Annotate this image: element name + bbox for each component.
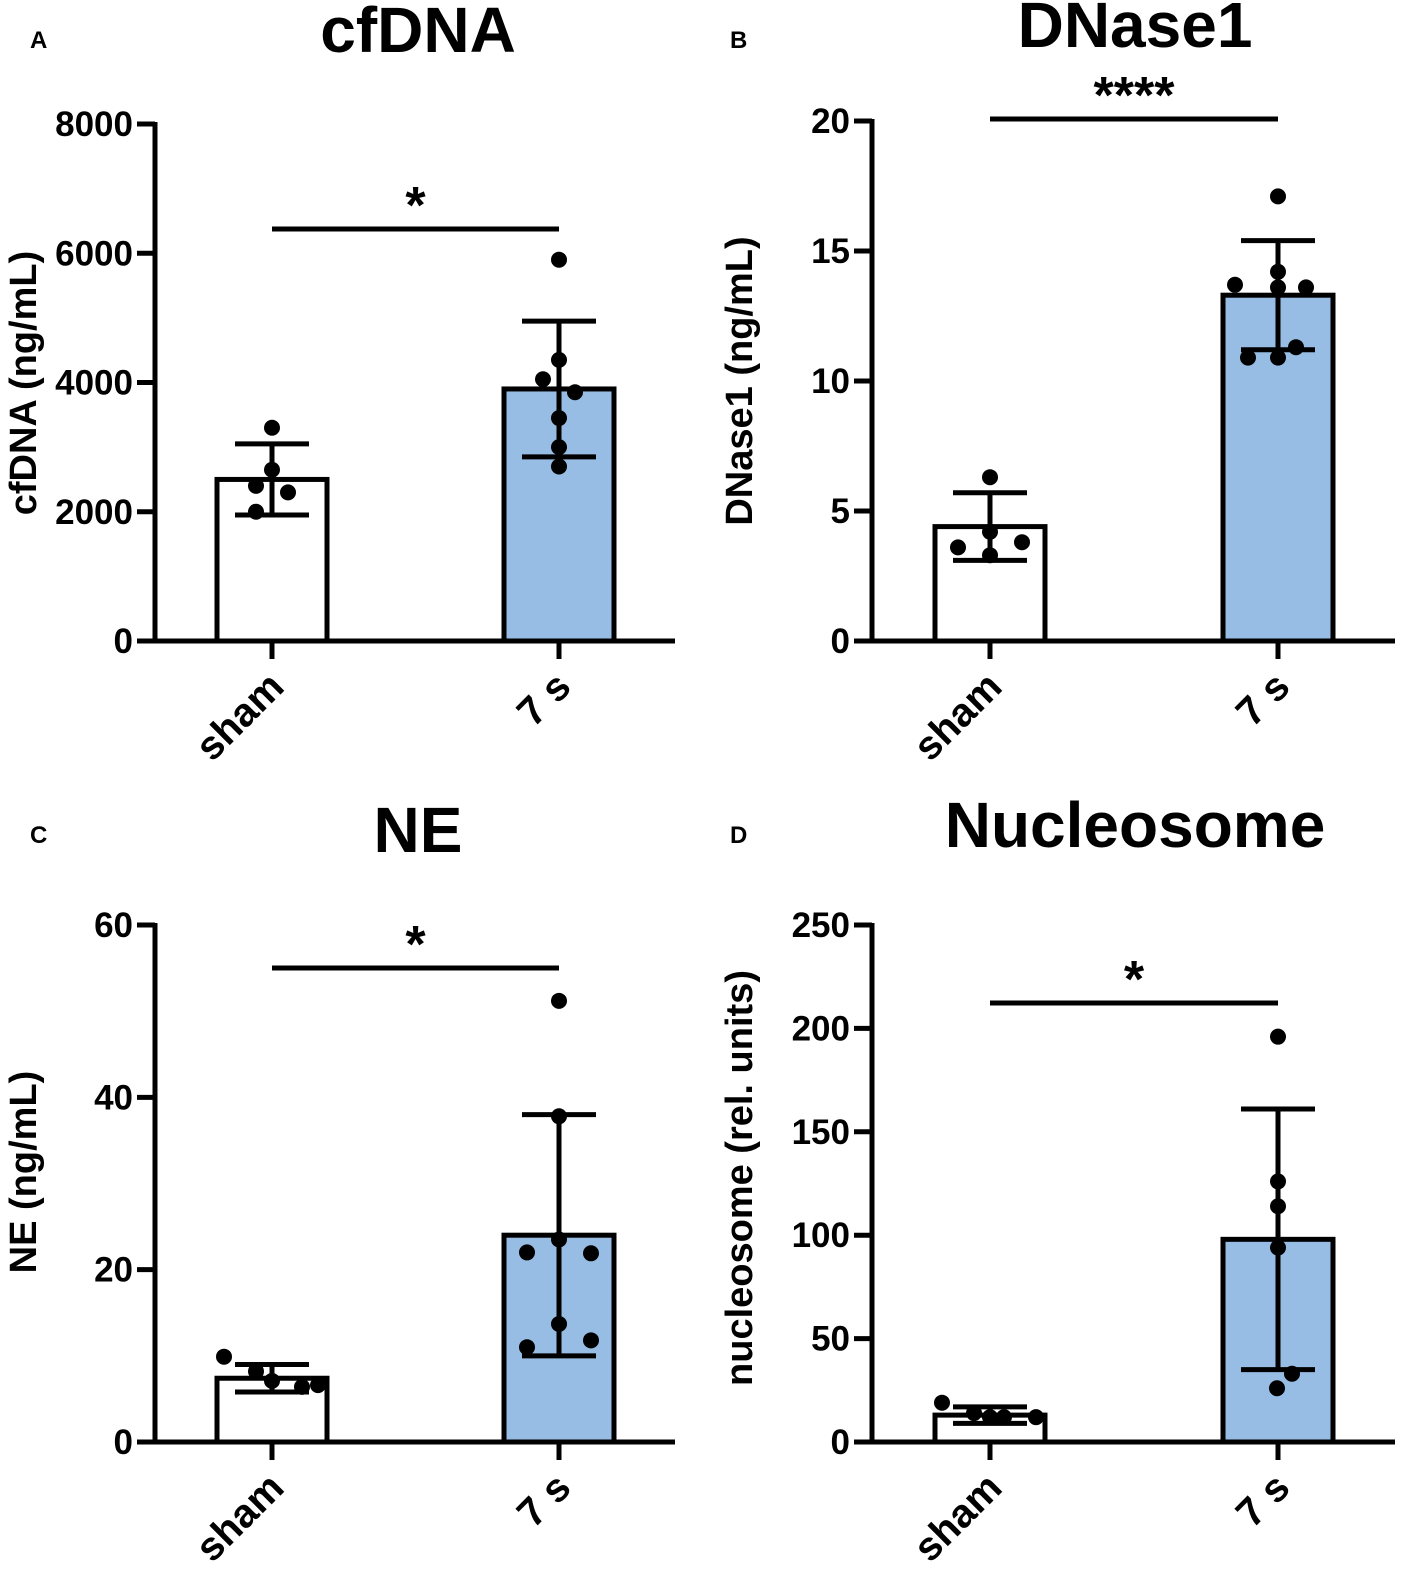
data-point (551, 1315, 567, 1332)
data-point (1270, 279, 1286, 296)
y-axis-label: NE (ng/mL) (3, 1071, 45, 1274)
y-tick-label: 6000 (55, 234, 133, 273)
data-point (551, 410, 567, 427)
panel-label: A (30, 27, 47, 54)
y-tick-label: 250 (792, 906, 850, 945)
data-point (264, 1372, 280, 1389)
y-axis-label: cfDNA (ng/mL) (3, 251, 45, 516)
y-tick-label: 2000 (55, 493, 133, 532)
data-point (310, 1377, 326, 1394)
y-tick-label: 5 (831, 492, 850, 531)
data-point (535, 371, 551, 388)
data-point (583, 1332, 599, 1349)
data-point (216, 1348, 232, 1365)
data-point (1284, 1365, 1300, 1382)
chart-title: NE (374, 794, 463, 866)
panel-label: D (730, 822, 747, 849)
data-point (982, 469, 998, 486)
data-point (248, 477, 264, 494)
data-point (1270, 1239, 1286, 1256)
data-point (551, 1231, 567, 1248)
chart-title: cfDNA (320, 0, 516, 66)
y-tick-label: 50 (811, 1320, 850, 1359)
y-tick-label: 60 (94, 906, 133, 945)
data-point (583, 1245, 599, 1262)
significance-marker: * (1124, 951, 1145, 1009)
y-tick-label: 8000 (55, 105, 133, 144)
data-point (1270, 263, 1286, 280)
chart-title: DNase1 (1018, 0, 1253, 61)
chart-panel-d: D Nucleosome nucleosome (rel. units) 0 50 100… (719, 789, 1395, 1570)
x-category-label: 7 s (1228, 664, 1298, 734)
x-category-label: sham (905, 1465, 1010, 1570)
y-tick-label: 200 (792, 1009, 850, 1048)
chart-title: Nucleosome (945, 789, 1326, 861)
panel-label: C (30, 822, 47, 849)
data-point (1270, 1173, 1286, 1190)
x-category-label: 7 s (509, 664, 579, 734)
data-point (982, 1409, 998, 1426)
data-point (551, 251, 567, 268)
data-point (551, 351, 567, 368)
y-tick-label: 20 (811, 102, 850, 141)
data-point (1269, 1380, 1285, 1397)
y-tick-label: 10 (811, 362, 850, 401)
significance-marker: * (405, 916, 426, 974)
chart-panel-c: C NE NE (ng/mL) 0 20 40 60 sham 7 s * (3, 794, 675, 1570)
data-point (934, 1394, 950, 1411)
data-point (996, 1409, 1012, 1426)
y-tick-label: 0 (114, 1423, 133, 1462)
x-category-label: sham (187, 664, 292, 769)
y-tick-label: 0 (114, 622, 133, 661)
y-tick-label: 100 (792, 1216, 850, 1255)
significance-marker: **** (1094, 67, 1176, 125)
data-point (551, 1108, 567, 1125)
data-point (1028, 1409, 1044, 1426)
data-point (567, 384, 583, 401)
y-tick-label: 4000 (55, 364, 133, 403)
data-point (1270, 1198, 1286, 1215)
data-point (248, 1363, 264, 1380)
data-point (551, 439, 567, 456)
data-point (551, 458, 567, 475)
y-axis-label: nucleosome (rel. units) (719, 970, 761, 1386)
data-point (982, 547, 998, 564)
chart-panel-b: B DNase1 DNase1 (ng/mL) 0 5 10 15 20 sham 7 s **** (719, 0, 1395, 769)
y-axis-label: DNase1 (ng/mL) (719, 236, 761, 525)
data-point (264, 461, 280, 478)
significance-marker: * (405, 177, 426, 235)
data-point (264, 419, 280, 436)
data-point (1270, 188, 1286, 205)
data-point (1298, 279, 1314, 296)
x-category-label: 7 s (509, 1465, 579, 1535)
data-point (1227, 276, 1243, 293)
x-category-label: sham (905, 664, 1010, 769)
data-point (1288, 339, 1304, 356)
data-point (294, 1378, 310, 1395)
y-tick-label: 20 (94, 1251, 133, 1290)
data-point (1014, 534, 1030, 551)
data-point (950, 539, 966, 556)
panel-label: B (730, 27, 747, 54)
data-point (280, 484, 296, 501)
data-point (1270, 1028, 1286, 1045)
data-point (519, 1244, 535, 1261)
data-point (1240, 349, 1256, 366)
data-point (982, 523, 998, 540)
data-point (1270, 349, 1286, 366)
x-category-label: 7 s (1228, 1465, 1298, 1535)
y-tick-label: 0 (831, 622, 850, 661)
y-tick-label: 40 (94, 1078, 133, 1117)
data-point (519, 1339, 535, 1356)
data-point (966, 1405, 982, 1422)
y-tick-label: 0 (831, 1423, 850, 1462)
y-tick-label: 150 (792, 1113, 850, 1152)
y-tick-label: 15 (811, 232, 850, 271)
data-point (551, 992, 567, 1009)
data-point (248, 503, 264, 520)
x-category-label: sham (187, 1465, 292, 1570)
